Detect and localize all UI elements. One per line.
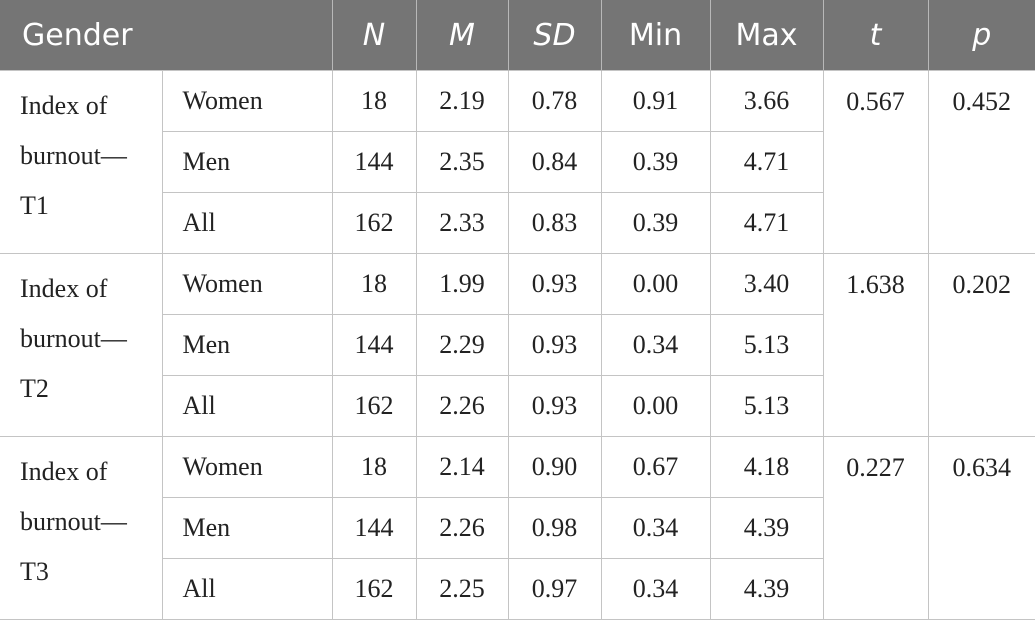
p-cell: 0.634 <box>927 436 1035 620</box>
min-cell: 0.00 <box>600 253 711 315</box>
n-cell: 144 <box>331 497 417 559</box>
group-label-t1: Index of burnout— T1 <box>0 70 163 254</box>
header-max: Max <box>710 0 824 71</box>
n-cell: 18 <box>331 70 417 132</box>
n-cell: 162 <box>331 558 417 620</box>
min-cell: 0.34 <box>600 497 711 559</box>
min-cell: 0.34 <box>600 314 711 376</box>
m-cell: 2.35 <box>415 131 509 193</box>
group-label-line: burnout— <box>20 141 127 170</box>
header-p: p <box>928 0 1035 71</box>
header-t: t <box>823 0 929 71</box>
m-cell: 2.14 <box>415 436 509 498</box>
group-label-line: burnout— <box>20 324 127 353</box>
max-cell: 4.39 <box>709 497 823 559</box>
sd-cell: 0.93 <box>507 375 602 437</box>
table-row: All 162 2.33 0.83 0.39 4.71 <box>0 192 1035 254</box>
t-cell: 0.567 <box>822 70 929 254</box>
max-cell: 3.40 <box>709 253 824 315</box>
group-label-line: Index of <box>20 457 108 486</box>
gender-cell: Men <box>162 314 333 376</box>
gender-cell: Women <box>161 436 333 498</box>
min-cell: 0.67 <box>600 436 711 498</box>
n-cell: 144 <box>331 131 417 193</box>
n-cell: 18 <box>331 253 417 315</box>
t-cell: 0.227 <box>822 436 929 620</box>
group-label-line: T1 <box>20 191 49 220</box>
header-m: M <box>416 0 509 71</box>
p-cell: 0.202 <box>927 253 1035 437</box>
group-label-line: T3 <box>20 557 49 586</box>
max-cell: 5.13 <box>709 375 823 437</box>
table-row: Men 144 2.29 0.93 0.34 5.13 <box>0 314 1035 376</box>
table-row: Men 144 2.35 0.84 0.39 4.71 <box>0 131 1035 193</box>
sd-cell: 0.78 <box>507 70 602 132</box>
m-cell: 1.99 <box>415 253 509 315</box>
sd-cell: 0.90 <box>507 436 602 498</box>
gender-cell: All <box>162 375 333 437</box>
table-row: Index of burnout— T2 Women 18 1.99 0.93 0.… <box>0 253 1035 437</box>
group-label-line: burnout— <box>20 507 127 536</box>
table-row: Index of burnout— T3 Women 18 2.14 0.90 0.… <box>0 436 1035 620</box>
sd-cell: 0.97 <box>507 558 602 620</box>
max-cell: 5.13 <box>709 314 823 376</box>
sd-cell: 0.84 <box>507 131 602 193</box>
gender-cell: Women <box>161 253 333 315</box>
group-label-line: Index of <box>20 91 108 120</box>
p-cell: 0.452 <box>927 70 1035 254</box>
max-cell: 4.18 <box>709 436 824 498</box>
m-cell: 2.26 <box>415 497 509 559</box>
min-cell: 0.39 <box>600 192 711 254</box>
max-cell: 4.71 <box>709 192 823 254</box>
burnout-by-gender-table: Gender N M SD Min Max t p Index of burnou… <box>0 0 1035 620</box>
m-cell: 2.33 <box>415 192 509 254</box>
max-cell: 4.39 <box>709 558 823 620</box>
gender-cell: All <box>162 558 333 620</box>
header-n: N <box>332 0 417 71</box>
table-row: Index of burnout— T1 Women 18 2.19 0.78 0.… <box>0 70 1035 254</box>
header-row: Gender N M SD Min Max t p <box>0 0 1035 71</box>
m-cell: 2.29 <box>415 314 509 376</box>
sd-cell: 0.98 <box>507 497 602 559</box>
max-cell: 3.66 <box>709 70 824 132</box>
group-label-line: Index of <box>20 274 108 303</box>
sd-cell: 0.93 <box>507 253 602 315</box>
gender-cell: Women <box>161 70 333 132</box>
group-label-t2: Index of burnout— T2 <box>0 253 163 437</box>
gender-cell: Men <box>162 497 333 559</box>
n-cell: 162 <box>331 192 417 254</box>
header-min: Min <box>601 0 711 71</box>
max-cell: 4.71 <box>709 131 823 193</box>
m-cell: 2.26 <box>415 375 509 437</box>
gender-cell: Men <box>162 131 333 193</box>
sd-cell: 0.83 <box>507 192 602 254</box>
min-cell: 0.39 <box>600 131 711 193</box>
gender-cell: All <box>162 192 333 254</box>
table-row: Men 144 2.26 0.98 0.34 4.39 <box>0 497 1035 559</box>
min-cell: 0.91 <box>600 70 711 132</box>
m-cell: 2.25 <box>415 558 509 620</box>
group-label-t3: Index of burnout— T3 <box>0 436 163 620</box>
n-cell: 144 <box>331 314 417 376</box>
min-cell: 0.00 <box>600 375 711 437</box>
table-row: All 162 2.25 0.97 0.34 4.39 <box>0 558 1035 620</box>
min-cell: 0.34 <box>600 558 711 620</box>
m-cell: 2.19 <box>415 70 509 132</box>
header-sd: SD <box>508 0 602 71</box>
group-label-line: T2 <box>20 374 49 403</box>
header-gender: Gender <box>0 0 333 71</box>
n-cell: 18 <box>331 436 417 498</box>
t-cell: 1.638 <box>822 253 929 437</box>
n-cell: 162 <box>331 375 417 437</box>
sd-cell: 0.93 <box>507 314 602 376</box>
